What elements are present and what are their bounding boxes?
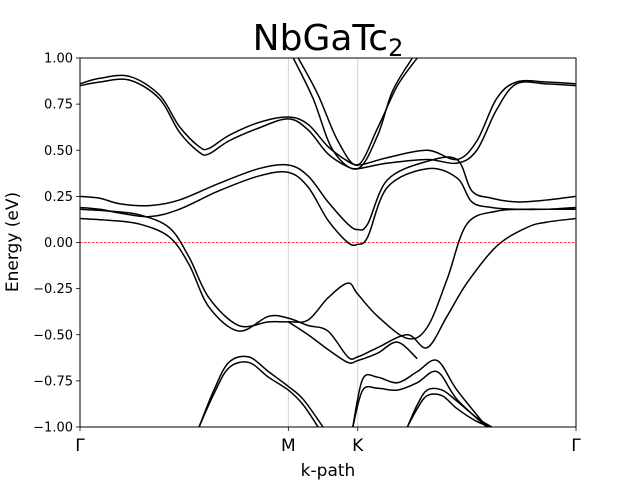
- chart-title-main: NbGaTc: [253, 18, 388, 59]
- y-axis-ticks: 1.00 0.75 0.50 0.25 0.00 −0.25 −0.50 −0.75 −1.00: [33, 52, 80, 436]
- chart-title-subscript: 2: [388, 34, 403, 62]
- band-lines: [80, 58, 576, 427]
- band-line-8: [80, 217, 576, 360]
- chart-title: NbGaTc2: [253, 18, 404, 62]
- band-line-5: [80, 156, 576, 231]
- y-tick-label: 1.00: [44, 52, 73, 67]
- x-tick-label: Γ: [571, 436, 581, 456]
- y-tick-label: −1.00: [33, 421, 73, 436]
- band-line-3: [297, 58, 418, 166]
- y-tick-label: −0.25: [33, 282, 73, 297]
- band-line-4: [292, 58, 413, 170]
- band-line-11: [198, 361, 319, 427]
- y-tick-label: −0.50: [33, 328, 73, 343]
- band-line-14: [406, 387, 493, 427]
- band-line-15: [406, 393, 492, 427]
- band-line-12: [352, 359, 488, 427]
- y-tick-label: −0.75: [33, 374, 73, 389]
- band-line-2: [80, 78, 576, 170]
- y-axis-title: Energy (eV): [3, 192, 23, 292]
- band-line-1: [80, 74, 576, 166]
- band-line-9: [287, 321, 418, 364]
- x-tick-label: Γ: [75, 436, 85, 456]
- x-tick-label: K: [352, 436, 364, 456]
- band-line-6: [80, 167, 576, 247]
- x-axis-title: k-path: [301, 461, 356, 480]
- band-line-7: [80, 208, 576, 340]
- y-tick-label: 0.50: [44, 144, 73, 159]
- x-tick-label: M: [281, 436, 296, 456]
- band-line-10: [198, 355, 324, 427]
- y-tick-label: 0.75: [44, 98, 73, 113]
- band-line-13: [352, 370, 488, 427]
- y-tick-label: 0.00: [44, 236, 73, 251]
- y-tick-label: 0.25: [44, 190, 73, 205]
